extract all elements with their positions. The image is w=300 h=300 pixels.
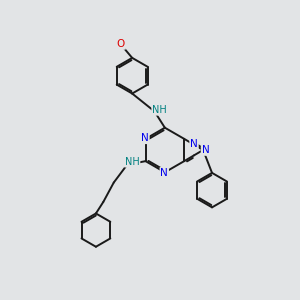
Text: N: N	[190, 139, 198, 149]
Text: N: N	[141, 133, 149, 143]
Text: NH: NH	[152, 105, 167, 115]
Text: N: N	[160, 168, 168, 178]
Text: O: O	[117, 39, 125, 49]
Text: NH: NH	[125, 157, 140, 167]
Text: N: N	[202, 145, 209, 155]
